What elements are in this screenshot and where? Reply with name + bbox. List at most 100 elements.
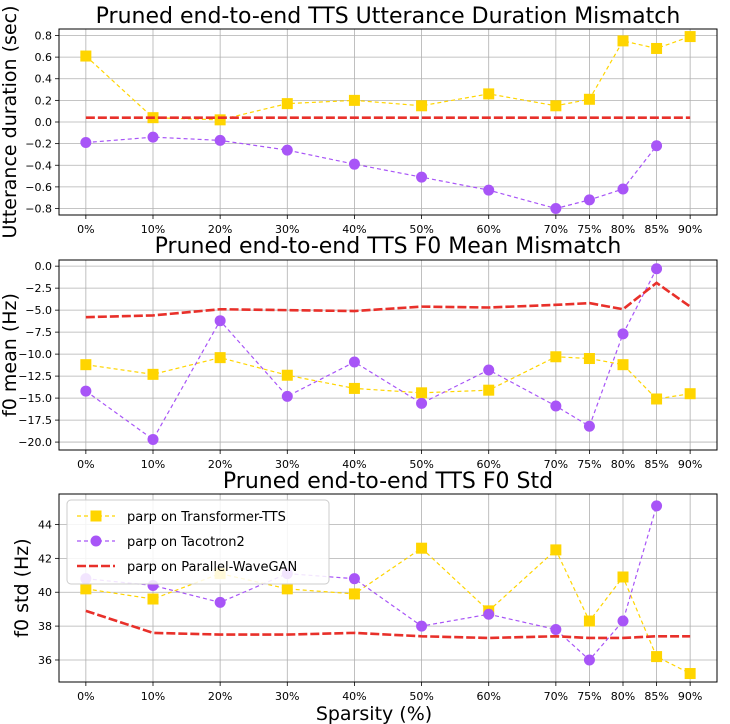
x-tick-label: 30% [275,690,299,703]
x-axis-label: Sparsity (%) [316,703,432,724]
x-tick-label: 70% [544,458,568,471]
x-tick-label: 70% [544,690,568,703]
series-line [85,36,691,121]
x-tick-label: 10% [141,458,165,471]
y-axis-label: f0 mean (Hz) [0,293,21,417]
data-point [80,137,92,149]
series-parp-on-tacotron2 [80,263,663,445]
data-point [583,654,595,666]
y-tick-label: −12.5 [18,370,52,383]
y-axis-label: f0 std (Hz) [11,538,33,637]
x-tick-label: 40% [342,458,366,471]
data-point [348,94,360,106]
y-tick-label: −0.8 [25,203,52,216]
axes-frame [58,259,718,451]
data-point [583,93,595,105]
chart-panel-2: 0% 10% 20% 30% 40% 50% 60% 70% 75% 80% 85% 90% −20.0… [0,234,718,471]
x-tick-label: 90% [678,458,702,471]
data-point [550,623,562,635]
data-point [80,385,92,397]
x-tick-label: 0% [77,223,94,236]
data-point [483,364,495,376]
data-point [617,359,629,371]
x-tick-label: 20% [208,223,232,236]
y-tick-label: 40 [38,586,52,599]
x-tick-label: 30% [275,458,299,471]
data-point [550,544,562,556]
data-point [651,651,663,663]
y-axis-label: Utterance duration (sec) [0,5,21,238]
data-point [550,351,562,363]
legend-label: parp on Tacotron2 [127,535,245,550]
data-point [617,571,629,583]
series-line [85,281,691,319]
data-point [617,328,629,340]
x-tick-label: 85% [644,690,668,703]
legend: parp on Transformer-TTS parp on Tacotron2… [66,499,330,585]
data-point [281,98,293,110]
x-tick-label: 60% [476,223,500,236]
data-point [583,353,595,365]
x-tick-label: 0% [77,458,94,471]
series-parp-on-parallel-wavegan [85,281,691,319]
data-point [617,35,629,47]
data-point [348,588,360,600]
data-point [147,368,159,380]
chart-title: Pruned end-to-end TTS Utterance Duration… [96,4,681,29]
data-point [483,88,495,100]
data-point [416,387,428,399]
data-point [684,388,696,400]
data-point [617,615,629,627]
x-tick-label: 50% [409,690,433,703]
data-point [147,593,159,605]
y-tick-label: −0.2 [25,138,52,151]
data-point [348,356,360,368]
data-point [483,184,495,196]
y-tick-label: −0.6 [25,181,52,194]
x-tick-label: 80% [611,690,635,703]
y-tick-label: 0.6 [35,51,53,64]
legend-box [66,499,330,585]
series-parp-on-transformer-tts [80,31,696,126]
legend-label: parp on Transformer-TTS [127,510,286,525]
data-point [214,352,226,364]
data-point [483,608,495,620]
y-tick-label: 42 [38,552,52,565]
y-tick-label: −15.0 [18,392,52,405]
data-point [651,500,663,512]
y-tick-label: 0.0 [35,260,53,273]
x-tick-label: 70% [544,223,568,236]
data-point [583,194,595,206]
x-tick-label: 40% [342,690,366,703]
data-point [214,114,226,126]
x-tick-label: 50% [409,223,433,236]
data-point [416,100,428,112]
series-line [85,136,658,210]
data-point [281,390,293,402]
legend-marker [90,535,102,547]
data-point [416,542,428,554]
axes-frame [58,493,718,683]
x-tick-label: 85% [644,458,668,471]
series-parp-on-parallel-wavegan [85,609,691,640]
x-tick-label: 20% [208,458,232,471]
x-tick-label: 10% [141,690,165,703]
y-tick-label: −5.0 [25,304,52,317]
y-tick-label: −2.5 [25,282,52,295]
data-point [214,315,226,327]
y-tick-label: −0.4 [25,159,52,172]
y-tick-label: −10.0 [18,348,52,361]
chart-title: Pruned end-to-end TTS F0 Std [223,469,553,494]
legend-marker [90,510,102,522]
data-point [483,384,495,396]
y-tick-label: −7.5 [25,326,52,339]
data-point [651,263,663,275]
data-point [617,183,629,195]
data-point [684,668,696,680]
x-tick-label: 90% [678,223,702,236]
y-tick-label: −17.5 [18,414,52,427]
chart-title: Pruned end-to-end TTS F0 Mean Mismatch [155,234,622,259]
series-line [85,609,691,640]
data-point [80,583,92,595]
series-line [85,356,691,400]
